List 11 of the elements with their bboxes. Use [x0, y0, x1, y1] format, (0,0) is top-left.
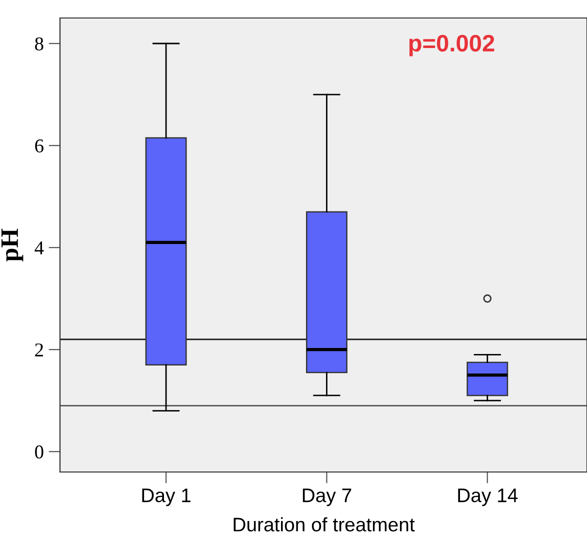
- y-tick-label: 8: [35, 37, 44, 50]
- y-tick-label: 4: [34, 241, 44, 254]
- x-axis-title: Duration of treatment: [234, 517, 415, 532]
- y-tick-label: 6: [35, 139, 44, 152]
- annotation: p=0.002: [409, 34, 494, 56]
- x-tick-label: Day 1: [142, 488, 190, 506]
- y-tick-label: 2: [35, 343, 43, 356]
- x-tick-label: Day 7: [302, 488, 352, 506]
- y-tick-label: 0: [35, 445, 44, 459]
- x-tick-label: Day 14: [458, 488, 518, 506]
- y-axis-title: pH: [2, 228, 24, 262]
